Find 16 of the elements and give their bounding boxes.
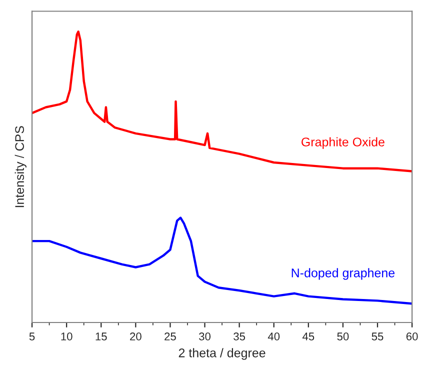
x-tick-label: 20 xyxy=(130,332,142,340)
x-tick-label: 55 xyxy=(372,332,384,340)
x-tick-label: 30 xyxy=(199,332,211,340)
x-tick-label: 40 xyxy=(268,332,280,340)
series-label: Graphite Oxide xyxy=(302,137,384,149)
x-axis-title: 2 theta / degree xyxy=(178,348,266,360)
x-tick-label: 15 xyxy=(96,332,107,340)
x-tick-label: 60 xyxy=(406,332,418,340)
series-label: N-doped graphene xyxy=(292,268,395,280)
x-tick-label: 50 xyxy=(337,332,349,340)
x-tick-label: 45 xyxy=(302,332,314,340)
x-tick-label: 10 xyxy=(61,332,72,340)
x-tick-label: 35 xyxy=(234,332,246,340)
y-axis-title: Intensity / CPS xyxy=(14,126,26,208)
x-tick-label: 5 xyxy=(29,332,35,340)
x-tick-label: 25 xyxy=(164,332,176,340)
